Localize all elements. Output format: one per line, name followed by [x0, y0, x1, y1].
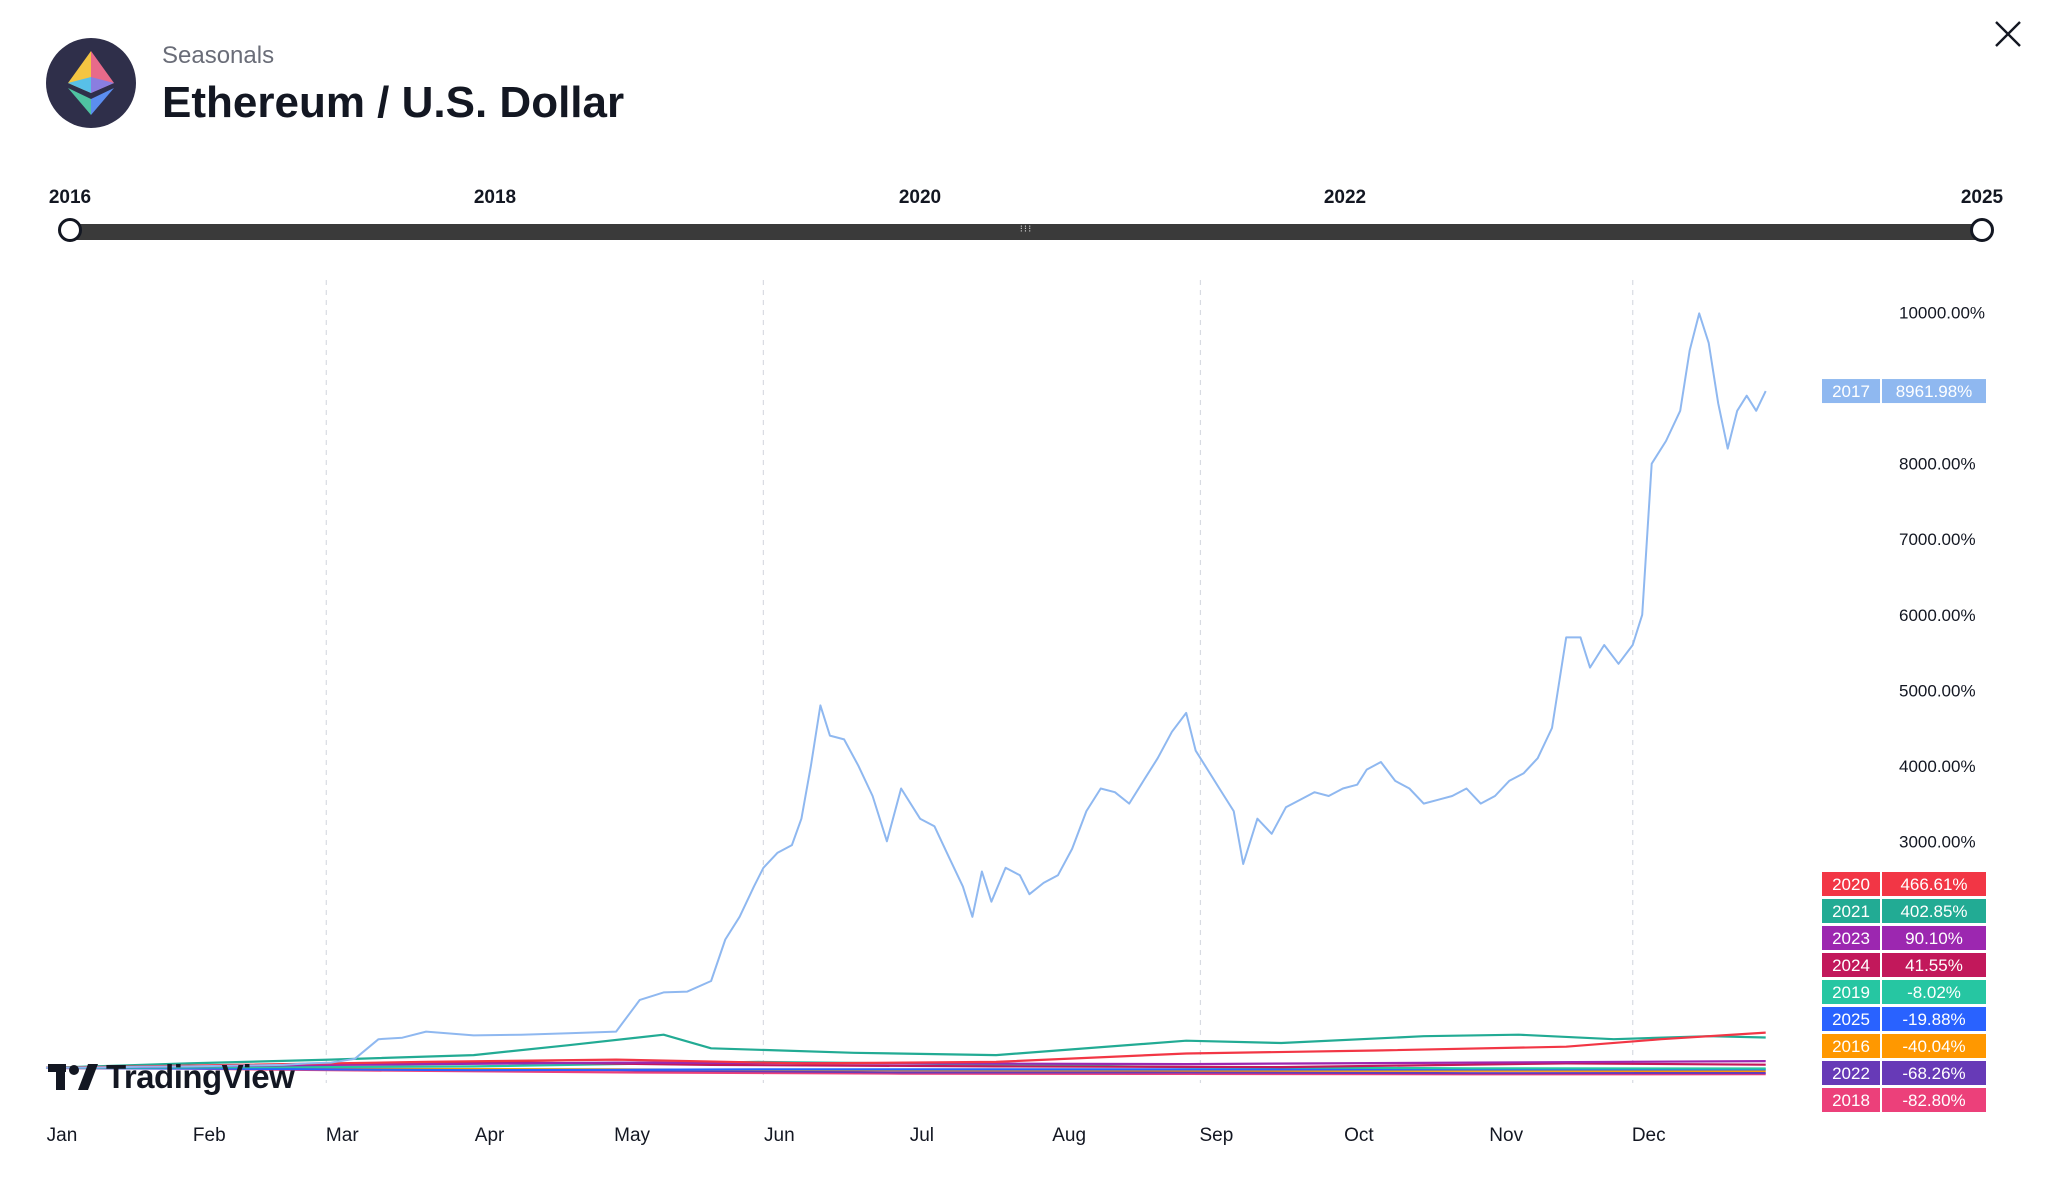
legend-badge-2023-value-bg: [1882, 926, 1986, 950]
x-tick-label: Oct: [1344, 1125, 1374, 1146]
x-tick-label: Apr: [475, 1125, 505, 1146]
year-range-slider[interactable]: [70, 224, 1984, 240]
x-tick-label: Feb: [193, 1125, 226, 1146]
legend-badge-2025-value: -19.88%: [1902, 1010, 1965, 1029]
series-line-2021: [45, 1033, 1766, 1069]
legend-badge-2017-value: 8961.98%: [1896, 382, 1973, 401]
slider-grip-icon[interactable]: ⁝⁝⁝: [1019, 224, 1033, 235]
legend-badge-2020-year-bg: [1822, 872, 1880, 896]
legend-badge-2018-year: 2018: [1832, 1091, 1870, 1110]
ethereum-icon: [46, 38, 136, 128]
legend-badge-2019-value-bg: [1882, 980, 1986, 1004]
legend-badge-2016-year: 2016: [1832, 1037, 1870, 1056]
legend-badge-2022-year: 2022: [1832, 1064, 1870, 1083]
legend-badge-2021-year: 2021: [1832, 902, 1870, 921]
legend-badge-2022-year-bg: [1822, 1061, 1880, 1085]
x-tick-label: May: [614, 1125, 650, 1146]
legend-badge-2019-value: -8.02%: [1907, 983, 1961, 1002]
range-start-handle[interactable]: [58, 218, 82, 242]
close-button[interactable]: [1988, 14, 2028, 54]
legend-badge-2018-value-bg: [1882, 1088, 1986, 1112]
legend-badge-2016-year-bg: [1822, 1034, 1880, 1058]
x-tick-label: Jul: [910, 1125, 934, 1146]
legend-badge-2017-year: 2017: [1832, 382, 1870, 401]
legend-badge-2021-value: 402.85%: [1900, 902, 1967, 921]
series-line-2020: [45, 1031, 1766, 1069]
series-line-2025: [45, 1066, 1766, 1072]
seasonals-chart[interactable]: Jan Feb Mar Apr May Jun Jul Aug Sep Oct Nov Dec 1000…: [0, 260, 2048, 1160]
legend-badge-2020-value-bg: [1882, 872, 1986, 896]
y-tick-label: 6000.00%: [1899, 606, 1976, 625]
legend-badge-2022-value-bg: [1882, 1061, 1986, 1085]
legend-badge-2018-year-bg: [1822, 1088, 1880, 1112]
y-tick-label: 5000.00%: [1899, 681, 1976, 700]
legend-badge-2016-value-bg: [1882, 1034, 1986, 1058]
page-title: Ethereum / U.S. Dollar: [162, 78, 625, 127]
legend-badge-2023-year-bg: [1822, 926, 1880, 950]
range-label: 2016: [48, 187, 92, 208]
range-label: 2025: [1960, 187, 2004, 208]
legend-badge-2023-value: 90.10%: [1905, 929, 1963, 948]
legend-badge-2016-value: -40.04%: [1902, 1037, 1965, 1056]
x-tick-label: Jun: [764, 1125, 795, 1146]
x-tick-label: Sep: [1200, 1125, 1234, 1146]
series-line-2017: [45, 312, 1767, 1069]
tradingview-wordmark: TradingView: [106, 1058, 295, 1095]
legend-badge-2022-value: -68.26%: [1902, 1064, 1965, 1083]
range-label: 2020: [898, 187, 942, 208]
tradingview-logo-icon: [48, 1064, 98, 1090]
legend-badge-2018-value: -82.80%: [1902, 1091, 1965, 1110]
legend-badge-2019-year: 2019: [1832, 983, 1870, 1002]
x-tick-label: Aug: [1052, 1125, 1086, 1146]
y-tick-label: 3000.00%: [1899, 832, 1976, 851]
y-tick-label: 10000.00%: [1899, 304, 1985, 323]
x-tick-label: Dec: [1632, 1125, 1666, 1146]
legend-badge-2021-value-bg: [1882, 899, 1986, 923]
legend-badge-2024-year: 2024: [1832, 956, 1870, 975]
range-label: 2022: [1323, 187, 1367, 208]
legend-badge-2017-year-bg: [1822, 379, 1880, 404]
legend-badge-2020-year: 2020: [1832, 875, 1870, 894]
legend-badge-2024-value: 41.55%: [1905, 956, 1963, 975]
legend-badge-2020-value: 466.61%: [1900, 875, 1967, 894]
close-icon: [1995, 21, 2021, 47]
y-tick-label: 8000.00%: [1899, 455, 1976, 474]
legend-badge-2019-year-bg: [1822, 980, 1880, 1004]
legend-badge-2025-year-bg: [1822, 1007, 1880, 1031]
range-end-handle[interactable]: [1970, 218, 1994, 242]
legend-badge-2024-year-bg: [1822, 953, 1880, 977]
page-subtitle: Seasonals: [162, 42, 275, 69]
range-label: 2018: [473, 187, 517, 208]
x-tick-label: Mar: [326, 1125, 359, 1146]
tradingview-logo[interactable]: TradingView: [48, 1058, 295, 1096]
legend-badge-2017-value-bg: [1882, 379, 1986, 404]
legend-badge-2023-year: 2023: [1832, 929, 1870, 948]
x-tick-label: Jan: [47, 1125, 78, 1146]
legend-badge-2025-value-bg: [1882, 1007, 1986, 1031]
legend-badge-2024-value-bg: [1882, 953, 1986, 977]
x-tick-label: Nov: [1489, 1125, 1523, 1146]
legend-badge-2021-year-bg: [1822, 899, 1880, 923]
y-tick-label: 7000.00%: [1899, 530, 1976, 549]
y-tick-label: 4000.00%: [1899, 757, 1976, 776]
legend-badge-2025-year: 2025: [1832, 1010, 1870, 1029]
